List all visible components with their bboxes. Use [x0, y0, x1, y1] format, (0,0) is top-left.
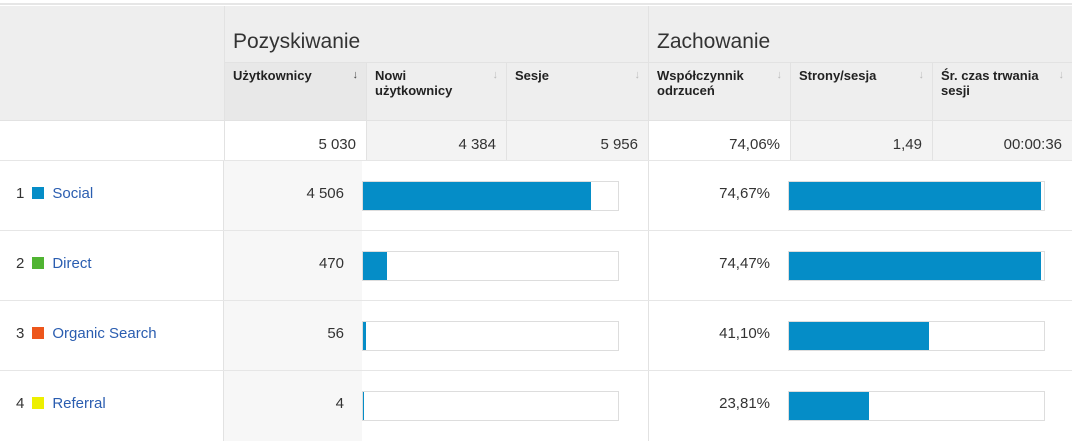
users-bar-fill [363, 182, 592, 210]
sort-arrow-icon[interactable]: ↓ [776, 69, 783, 81]
sort-arrow-icon[interactable]: ↓ [918, 69, 925, 81]
column-label: Nowi użytkownicy [375, 68, 453, 98]
group-acquisition: Pozyskiwanie [224, 6, 648, 62]
users-bar [362, 181, 619, 211]
bounce-bar [788, 321, 1045, 351]
channel-link[interactable]: Organic Search [52, 325, 157, 342]
column-label: Sesje [515, 68, 549, 83]
bounce-value: 41,10% [648, 301, 788, 371]
channel-link[interactable]: Referral [52, 395, 106, 412]
column-header[interactable]: Sesje ↓ [506, 62, 648, 120]
row-label: 1 Social [0, 161, 224, 231]
dimension-header [0, 6, 224, 120]
column-header[interactable]: Współczynnik odrzuceń ↓ [648, 62, 790, 120]
channel-link[interactable]: Social [52, 185, 94, 202]
top-strip [0, 0, 1072, 5]
sort-arrow-icon[interactable]: ↓ [1058, 69, 1065, 81]
column-header[interactable]: Nowi użytkownicy ↓ [366, 62, 506, 120]
column-label: Śr. czas trwania sesji [941, 68, 1039, 98]
total-value: 5 030 [224, 120, 366, 160]
table-row: 1 Social 4 506 74,67% [0, 160, 1072, 231]
row-index: 1 [16, 185, 25, 202]
column-header[interactable]: Użytkownicy ↓ [224, 62, 366, 120]
column-header[interactable]: Śr. czas trwania sesji ↓ [932, 62, 1072, 120]
bounce-bar-fill [789, 252, 1042, 280]
bounce-bar-fill [789, 182, 1042, 210]
table-row: 4 Referral 4 23,81% [0, 370, 1072, 441]
table-row: 2 Direct 470 74,47% [0, 230, 1072, 301]
channel-link[interactable]: Direct [52, 255, 92, 272]
bounce-bar [788, 391, 1045, 421]
row-label: 3 Organic Search [0, 301, 224, 371]
total-value: 1,49 [790, 120, 932, 160]
users-value: 470 [224, 231, 362, 301]
legend-swatch-icon [32, 187, 45, 199]
users-bar [362, 391, 619, 421]
column-label: Strony/sesja [799, 68, 877, 83]
bounce-value: 74,67% [648, 161, 788, 231]
row-label: 4 Referral [0, 371, 224, 441]
group-behavior: Zachowanie [648, 6, 1072, 62]
table-row: 3 Organic Search 56 41,10% [0, 300, 1072, 371]
column-header[interactable]: Strony/sesja ↓ [790, 62, 932, 120]
row-label: 2 Direct [0, 231, 224, 301]
legend-swatch-icon [32, 397, 45, 409]
bounce-bar-fill [789, 322, 930, 350]
total-value: 4 384 [366, 120, 506, 160]
totals-label-cell [0, 120, 224, 160]
bounce-bar [788, 181, 1045, 211]
column-label: Współczynnik odrzuceń [657, 68, 744, 98]
sort-arrow-icon[interactable]: ↓ [352, 69, 359, 81]
sort-arrow-icon[interactable]: ↓ [492, 69, 499, 81]
users-bar-fill [363, 252, 387, 280]
row-index: 2 [16, 255, 25, 272]
users-bar [362, 321, 619, 351]
total-value: 74,06% [648, 120, 790, 160]
legend-swatch-icon [32, 327, 45, 339]
sort-arrow-icon[interactable]: ↓ [634, 69, 641, 81]
legend-swatch-icon [32, 257, 45, 269]
users-bar-fill [363, 322, 366, 350]
bounce-value: 23,81% [648, 371, 788, 441]
users-bar [362, 251, 619, 281]
total-value: 5 956 [506, 120, 648, 160]
bounce-bar-fill [789, 392, 870, 420]
users-value: 56 [224, 301, 362, 371]
row-index: 3 [16, 325, 25, 342]
bounce-value: 74,47% [648, 231, 788, 301]
users-value: 4 [224, 371, 362, 441]
bounce-bar [788, 251, 1045, 281]
row-index: 4 [16, 395, 25, 412]
users-value: 4 506 [224, 161, 362, 231]
column-label: Użytkownicy [233, 68, 312, 83]
total-value: 00:00:36 [932, 120, 1072, 160]
